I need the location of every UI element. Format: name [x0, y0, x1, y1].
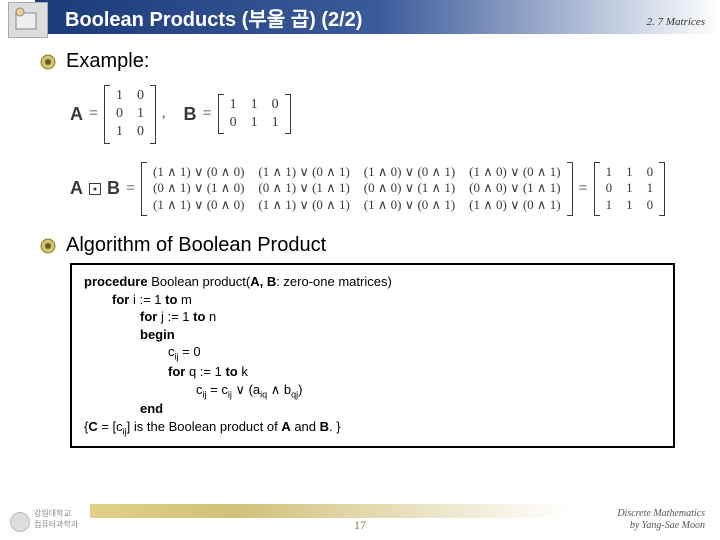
algorithm-heading-row: Algorithm of Boolean Product [40, 234, 690, 257]
A-label-2: A [70, 178, 83, 199]
section-label: 2. 7 Matrices [647, 16, 705, 28]
content: Example: A = 100110 , B = 110011 A [0, 40, 720, 448]
slide-header: Boolean Products (부울 곱) (2/2) 2. 7 Matri… [0, 0, 720, 40]
algo-line-1: procedure Boolean product(A, B: zero-one… [84, 273, 661, 291]
comma: , [162, 106, 166, 122]
header-icon [8, 2, 48, 38]
algo-line-8: end [140, 400, 661, 418]
footer-logo-icon [10, 512, 30, 532]
algo-line-4: begin [140, 326, 661, 344]
odot-icon [89, 183, 101, 195]
footer-logo-text: 강원대학교 컴퓨터과학과 [34, 508, 78, 530]
footer: 강원대학교 컴퓨터과학과 17 Discrete Mathematics by … [0, 506, 720, 536]
page-number: 17 [354, 518, 366, 533]
footer-right-1: Discrete Mathematics [617, 508, 705, 520]
matrix-product-block: A B = (1 ∧ 1) ∨ (0 ∧ 0)(1 ∧ 1) ∨ (0 ∧ 1)… [40, 150, 690, 223]
algo-line-7: cij = cij ∨ (aiq ∧ bqj) [196, 381, 661, 401]
algo-line-5: cij = 0 [168, 343, 661, 363]
bullet-icon [40, 238, 56, 254]
B-label-2: B [107, 178, 120, 199]
algo-line-3: for j := 1 to n [140, 308, 661, 326]
footer-right-2: by Yang-Sae Moon [617, 520, 705, 532]
matrix-expanded: (1 ∧ 1) ∨ (0 ∧ 0)(1 ∧ 1) ∨ (0 ∧ 1)(1 ∧ 0… [141, 162, 573, 217]
equals-4: = [579, 180, 588, 198]
algo-line-9: {C = [cij] is the Boolean product of A a… [84, 418, 661, 438]
matrix-A: 100110 [104, 85, 156, 144]
equals-2: = [203, 105, 212, 123]
algo-line-2: for i := 1 to m [112, 291, 661, 309]
example-title: Example: [66, 50, 149, 73]
matrix-B: 110011 [218, 94, 291, 134]
slide-title: Boolean Products (부울 곱) (2/2) [65, 3, 362, 32]
bullet-icon [40, 54, 56, 70]
B-label: B [184, 104, 197, 125]
algorithm-title: Algorithm of Boolean Product [66, 234, 326, 257]
matrix-result: 110011110 [594, 162, 666, 217]
equals-1: = [89, 105, 98, 123]
equals-3: = [126, 180, 135, 198]
algorithm-box: procedure Boolean product(A, B: zero-one… [70, 263, 675, 447]
matrix-def-block: A = 100110 , B = 110011 [40, 79, 690, 150]
A-label: A [70, 104, 83, 125]
algo-line-6: for q := 1 to k [168, 363, 661, 381]
example-heading-row: Example: [40, 50, 690, 73]
footer-line [90, 504, 570, 518]
header-bg: Boolean Products (부울 곱) (2/2) [35, 0, 720, 34]
footer-credits: Discrete Mathematics by Yang-Sae Moon [617, 508, 705, 532]
